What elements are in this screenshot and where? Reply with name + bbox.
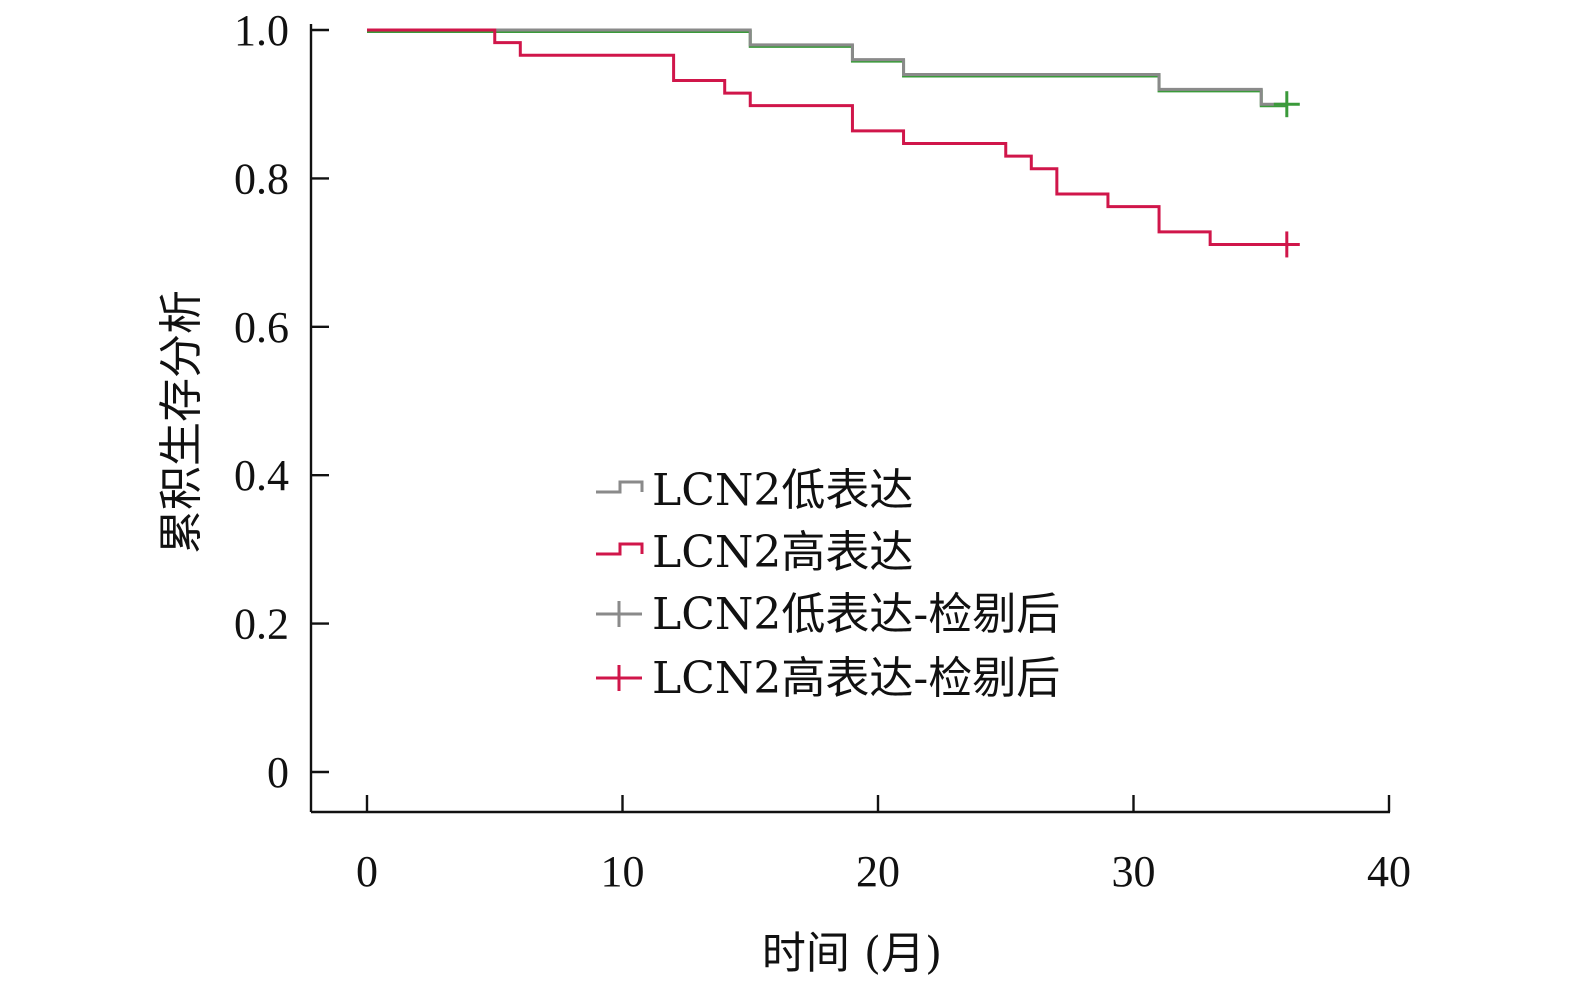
legend-label: LCN2高表达-检剔后 [652,653,1060,704]
y-tick-label: 0 [267,748,289,797]
x-tick-label: 0 [356,847,378,896]
y-tick-label: 1.0 [234,6,289,55]
y-tick-label: 0.8 [234,154,289,203]
legend-item: LCN2低表达-检剔后 [596,589,1060,640]
series-layer [367,28,1300,258]
legend-item: LCN2高表达-检剔后 [596,653,1060,704]
series-1 [367,28,1300,258]
series-line [367,28,1287,246]
legend-label: LCN2高表达 [652,527,913,578]
legend-label: LCN2低表达 [652,465,913,516]
legend-item: LCN2高表达 [596,527,913,578]
y-ticks: 0 0.2 0.4 0.6 0.8 1.0 [234,6,329,797]
x-tick-label: 20 [856,847,900,896]
legend-label: LCN2低表达-检剔后 [652,589,1060,640]
series-line [367,28,1287,106]
legend-item: LCN2低表达 [596,465,913,516]
x-axis-title: 时间 (月) [762,928,942,979]
x-tick-label: 40 [1367,847,1411,896]
y-tick-label: 0.2 [234,600,289,649]
y-tick-label: 0.6 [234,303,289,352]
x-tick-label: 30 [1112,847,1156,896]
legend: LCN2低表达 LCN2高表达 LCN2低表达-检剔后 LCN2高表达-检剔后 [596,465,1060,704]
series-0 [367,28,1300,118]
legend-step-icon [596,480,644,494]
axes [309,24,1390,814]
x-tick-label: 10 [601,847,645,896]
x-ticks: 0 10 20 30 40 [356,795,1411,896]
legend-step-icon [596,542,644,556]
y-axis-title: 累积生存分析 [156,290,207,554]
y-tick-label: 0.4 [234,451,289,500]
